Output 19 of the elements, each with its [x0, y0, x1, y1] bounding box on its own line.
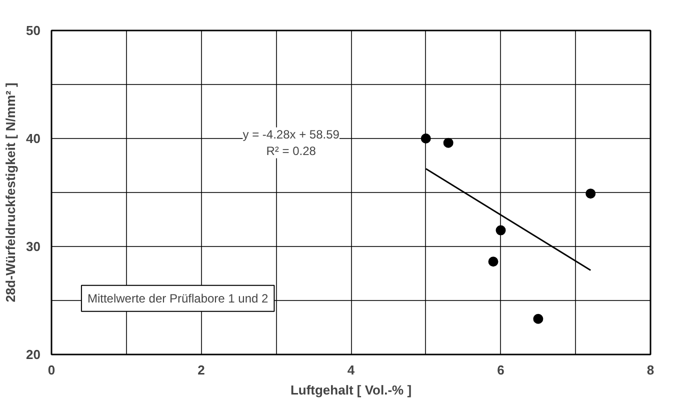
y-axis-title: 28d-Würfeldruckfestigkeit [ N/mm² ]: [3, 82, 18, 302]
x-tick-label: 6: [497, 362, 504, 378]
x-tick-label: 2: [198, 362, 205, 378]
annotation: y = -4.28x + 58.59 R² = 0.28: [242, 127, 340, 158]
point: [488, 256, 498, 267]
point: [533, 314, 544, 324]
x-tick-label: 0: [48, 362, 56, 378]
x-tick-label: 8: [646, 362, 654, 378]
y-tick-label: 50: [26, 23, 41, 38]
point: [443, 138, 454, 148]
point: [586, 188, 596, 199]
x-axis-title: Luftgehalt [ Vol.-% ]: [290, 382, 412, 398]
point: [496, 225, 506, 236]
y-tick-label: 30: [26, 239, 41, 254]
x-tick-label: 4: [347, 362, 356, 378]
y-tick-label: 20: [26, 347, 41, 362]
y-tick-label: 40: [26, 131, 41, 146]
annotation: Mittelwerte der Prüflabore 1 und 2: [87, 291, 269, 306]
point: [420, 134, 431, 144]
